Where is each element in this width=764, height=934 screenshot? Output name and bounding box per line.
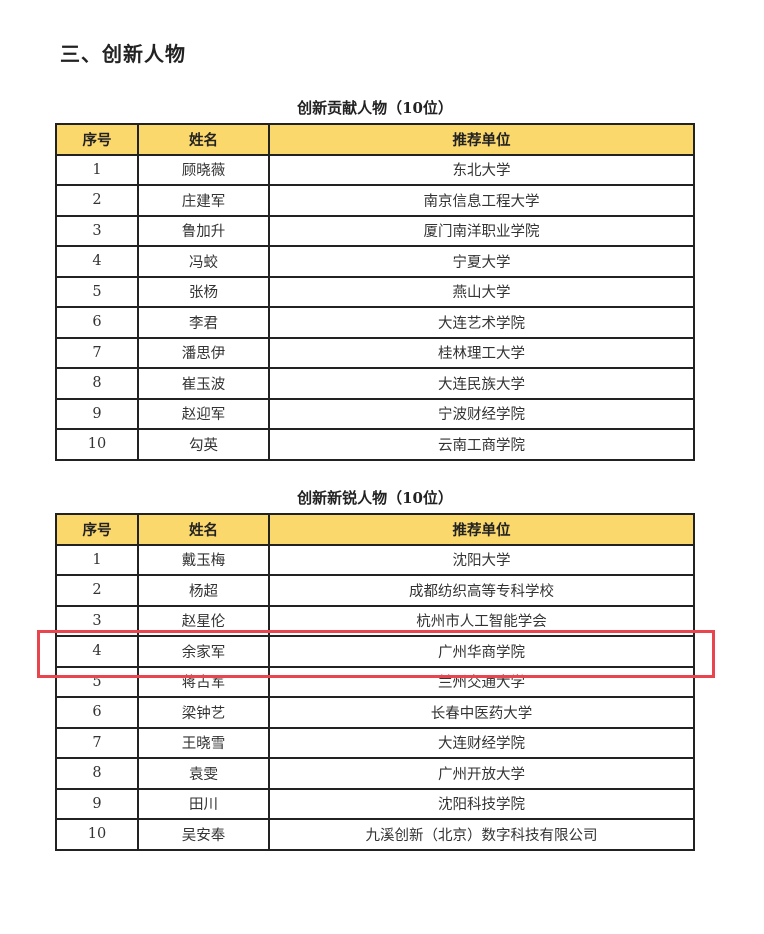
- cell-index: 6: [55, 306, 139, 339]
- cell-unit: 大连财经学院: [268, 726, 695, 759]
- cell-index: 7: [55, 336, 139, 369]
- cell-unit: 厦门南洋职业学院: [268, 214, 695, 247]
- cell-unit: 兰州交通大学: [268, 665, 695, 698]
- cell-name: 崔玉波: [137, 367, 270, 400]
- table-row: 4 余家军 广州华商学院: [55, 635, 695, 668]
- column-header-index: 序号: [55, 123, 139, 156]
- cell-index: 5: [55, 275, 139, 308]
- table-row: 4 冯蛟 宁夏大学: [55, 245, 695, 278]
- table-row: 3 赵星伦 杭州市人工智能学会: [55, 604, 695, 637]
- table-row: 3 鲁加升 厦门南洋职业学院: [55, 214, 695, 247]
- cell-name: 田川: [137, 787, 270, 820]
- section-heading: 三、创新人物: [60, 42, 186, 66]
- cell-name: 李君: [137, 306, 270, 339]
- cell-unit: 沈阳大学: [268, 543, 695, 576]
- cell-name: 庄建军: [137, 184, 270, 217]
- cell-unit: 大连民族大学: [268, 367, 695, 400]
- cell-name: 吴安奉: [137, 818, 270, 851]
- table-row: 8 袁雯 广州开放大学: [55, 757, 695, 790]
- cell-name: 蒋占军: [137, 665, 270, 698]
- table-row: 5 蒋占军 兰州交通大学: [55, 665, 695, 698]
- table-row: 2 庄建军 南京信息工程大学: [55, 184, 695, 217]
- table-caption-emerging: 创新新锐人物（10位）: [297, 489, 453, 507]
- table-row: 9 赵迎军 宁波财经学院: [55, 397, 695, 430]
- column-header-name: 姓名: [137, 123, 270, 156]
- cell-name: 顾晓薇: [137, 153, 270, 186]
- cell-index: 8: [55, 757, 139, 790]
- table-row: 9 田川 沈阳科技学院: [55, 787, 695, 820]
- cell-index: 4: [55, 245, 139, 278]
- table-header-row: 序号 姓名 推荐单位: [55, 123, 695, 156]
- column-header-unit: 推荐单位: [268, 123, 695, 156]
- cell-index: 6: [55, 696, 139, 729]
- cell-index: 2: [55, 574, 139, 607]
- cell-index: 10: [55, 428, 139, 461]
- cell-index: 7: [55, 726, 139, 759]
- cell-index: 1: [55, 543, 139, 576]
- table-header-row: 序号 姓名 推荐单位: [55, 513, 695, 546]
- cell-index: 3: [55, 214, 139, 247]
- table-row: 10 吴安奉 九溪创新（北京）数字科技有限公司: [55, 818, 695, 851]
- cell-unit: 云南工商学院: [268, 428, 695, 461]
- cell-index: 4: [55, 635, 139, 668]
- column-header-index: 序号: [55, 513, 139, 546]
- cell-unit: 杭州市人工智能学会: [268, 604, 695, 637]
- cell-index: 3: [55, 604, 139, 637]
- cell-name: 戴玉梅: [137, 543, 270, 576]
- cell-unit: 长春中医药大学: [268, 696, 695, 729]
- cell-index: 10: [55, 818, 139, 851]
- table-row: 6 梁钟艺 长春中医药大学: [55, 696, 695, 729]
- cell-unit: 广州华商学院: [268, 635, 695, 668]
- cell-unit: 燕山大学: [268, 275, 695, 308]
- table-row: 1 顾晓薇 东北大学: [55, 153, 695, 186]
- emerging-table: 序号 姓名 推荐单位 1 戴玉梅 沈阳大学 2 杨超 成都纺织高等专科学校 3 赵星伦 杭州市人…: [55, 513, 695, 851]
- cell-name: 梁钟艺: [137, 696, 270, 729]
- cell-name: 鲁加升: [137, 214, 270, 247]
- table-row: 2 杨超 成都纺织高等专科学校: [55, 574, 695, 607]
- cell-index: 2: [55, 184, 139, 217]
- cell-unit: 九溪创新（北京）数字科技有限公司: [268, 818, 695, 851]
- table-row: 7 潘思伊 桂林理工大学: [55, 336, 695, 369]
- column-header-unit: 推荐单位: [268, 513, 695, 546]
- cell-name: 赵迎军: [137, 397, 270, 430]
- cell-unit: 沈阳科技学院: [268, 787, 695, 820]
- cell-name: 王晓雪: [137, 726, 270, 759]
- cell-unit: 桂林理工大学: [268, 336, 695, 369]
- cell-index: 9: [55, 397, 139, 430]
- cell-unit: 东北大学: [268, 153, 695, 186]
- column-header-name: 姓名: [137, 513, 270, 546]
- cell-name: 杨超: [137, 574, 270, 607]
- cell-unit: 宁夏大学: [268, 245, 695, 278]
- cell-name: 余家军: [137, 635, 270, 668]
- table-row: 7 王晓雪 大连财经学院: [55, 726, 695, 759]
- cell-unit: 成都纺织高等专科学校: [268, 574, 695, 607]
- cell-index: 8: [55, 367, 139, 400]
- contribution-table: 序号 姓名 推荐单位 1 顾晓薇 东北大学 2 庄建军 南京信息工程大学 3 鲁加升 厦门南洋职…: [55, 123, 695, 461]
- table-row: 10 勾英 云南工商学院: [55, 428, 695, 461]
- cell-name: 潘思伊: [137, 336, 270, 369]
- cell-index: 1: [55, 153, 139, 186]
- cell-unit: 宁波财经学院: [268, 397, 695, 430]
- cell-unit: 南京信息工程大学: [268, 184, 695, 217]
- cell-index: 5: [55, 665, 139, 698]
- cell-index: 9: [55, 787, 139, 820]
- table-row: 6 李君 大连艺术学院: [55, 306, 695, 339]
- table-caption-contribution: 创新贡献人物（10位）: [297, 99, 453, 117]
- cell-name: 赵星伦: [137, 604, 270, 637]
- cell-unit: 广州开放大学: [268, 757, 695, 790]
- table-row: 5 张杨 燕山大学: [55, 275, 695, 308]
- cell-unit: 大连艺术学院: [268, 306, 695, 339]
- table-row: 8 崔玉波 大连民族大学: [55, 367, 695, 400]
- cell-name: 张杨: [137, 275, 270, 308]
- cell-name: 冯蛟: [137, 245, 270, 278]
- cell-name: 勾英: [137, 428, 270, 461]
- table-row: 1 戴玉梅 沈阳大学: [55, 543, 695, 576]
- cell-name: 袁雯: [137, 757, 270, 790]
